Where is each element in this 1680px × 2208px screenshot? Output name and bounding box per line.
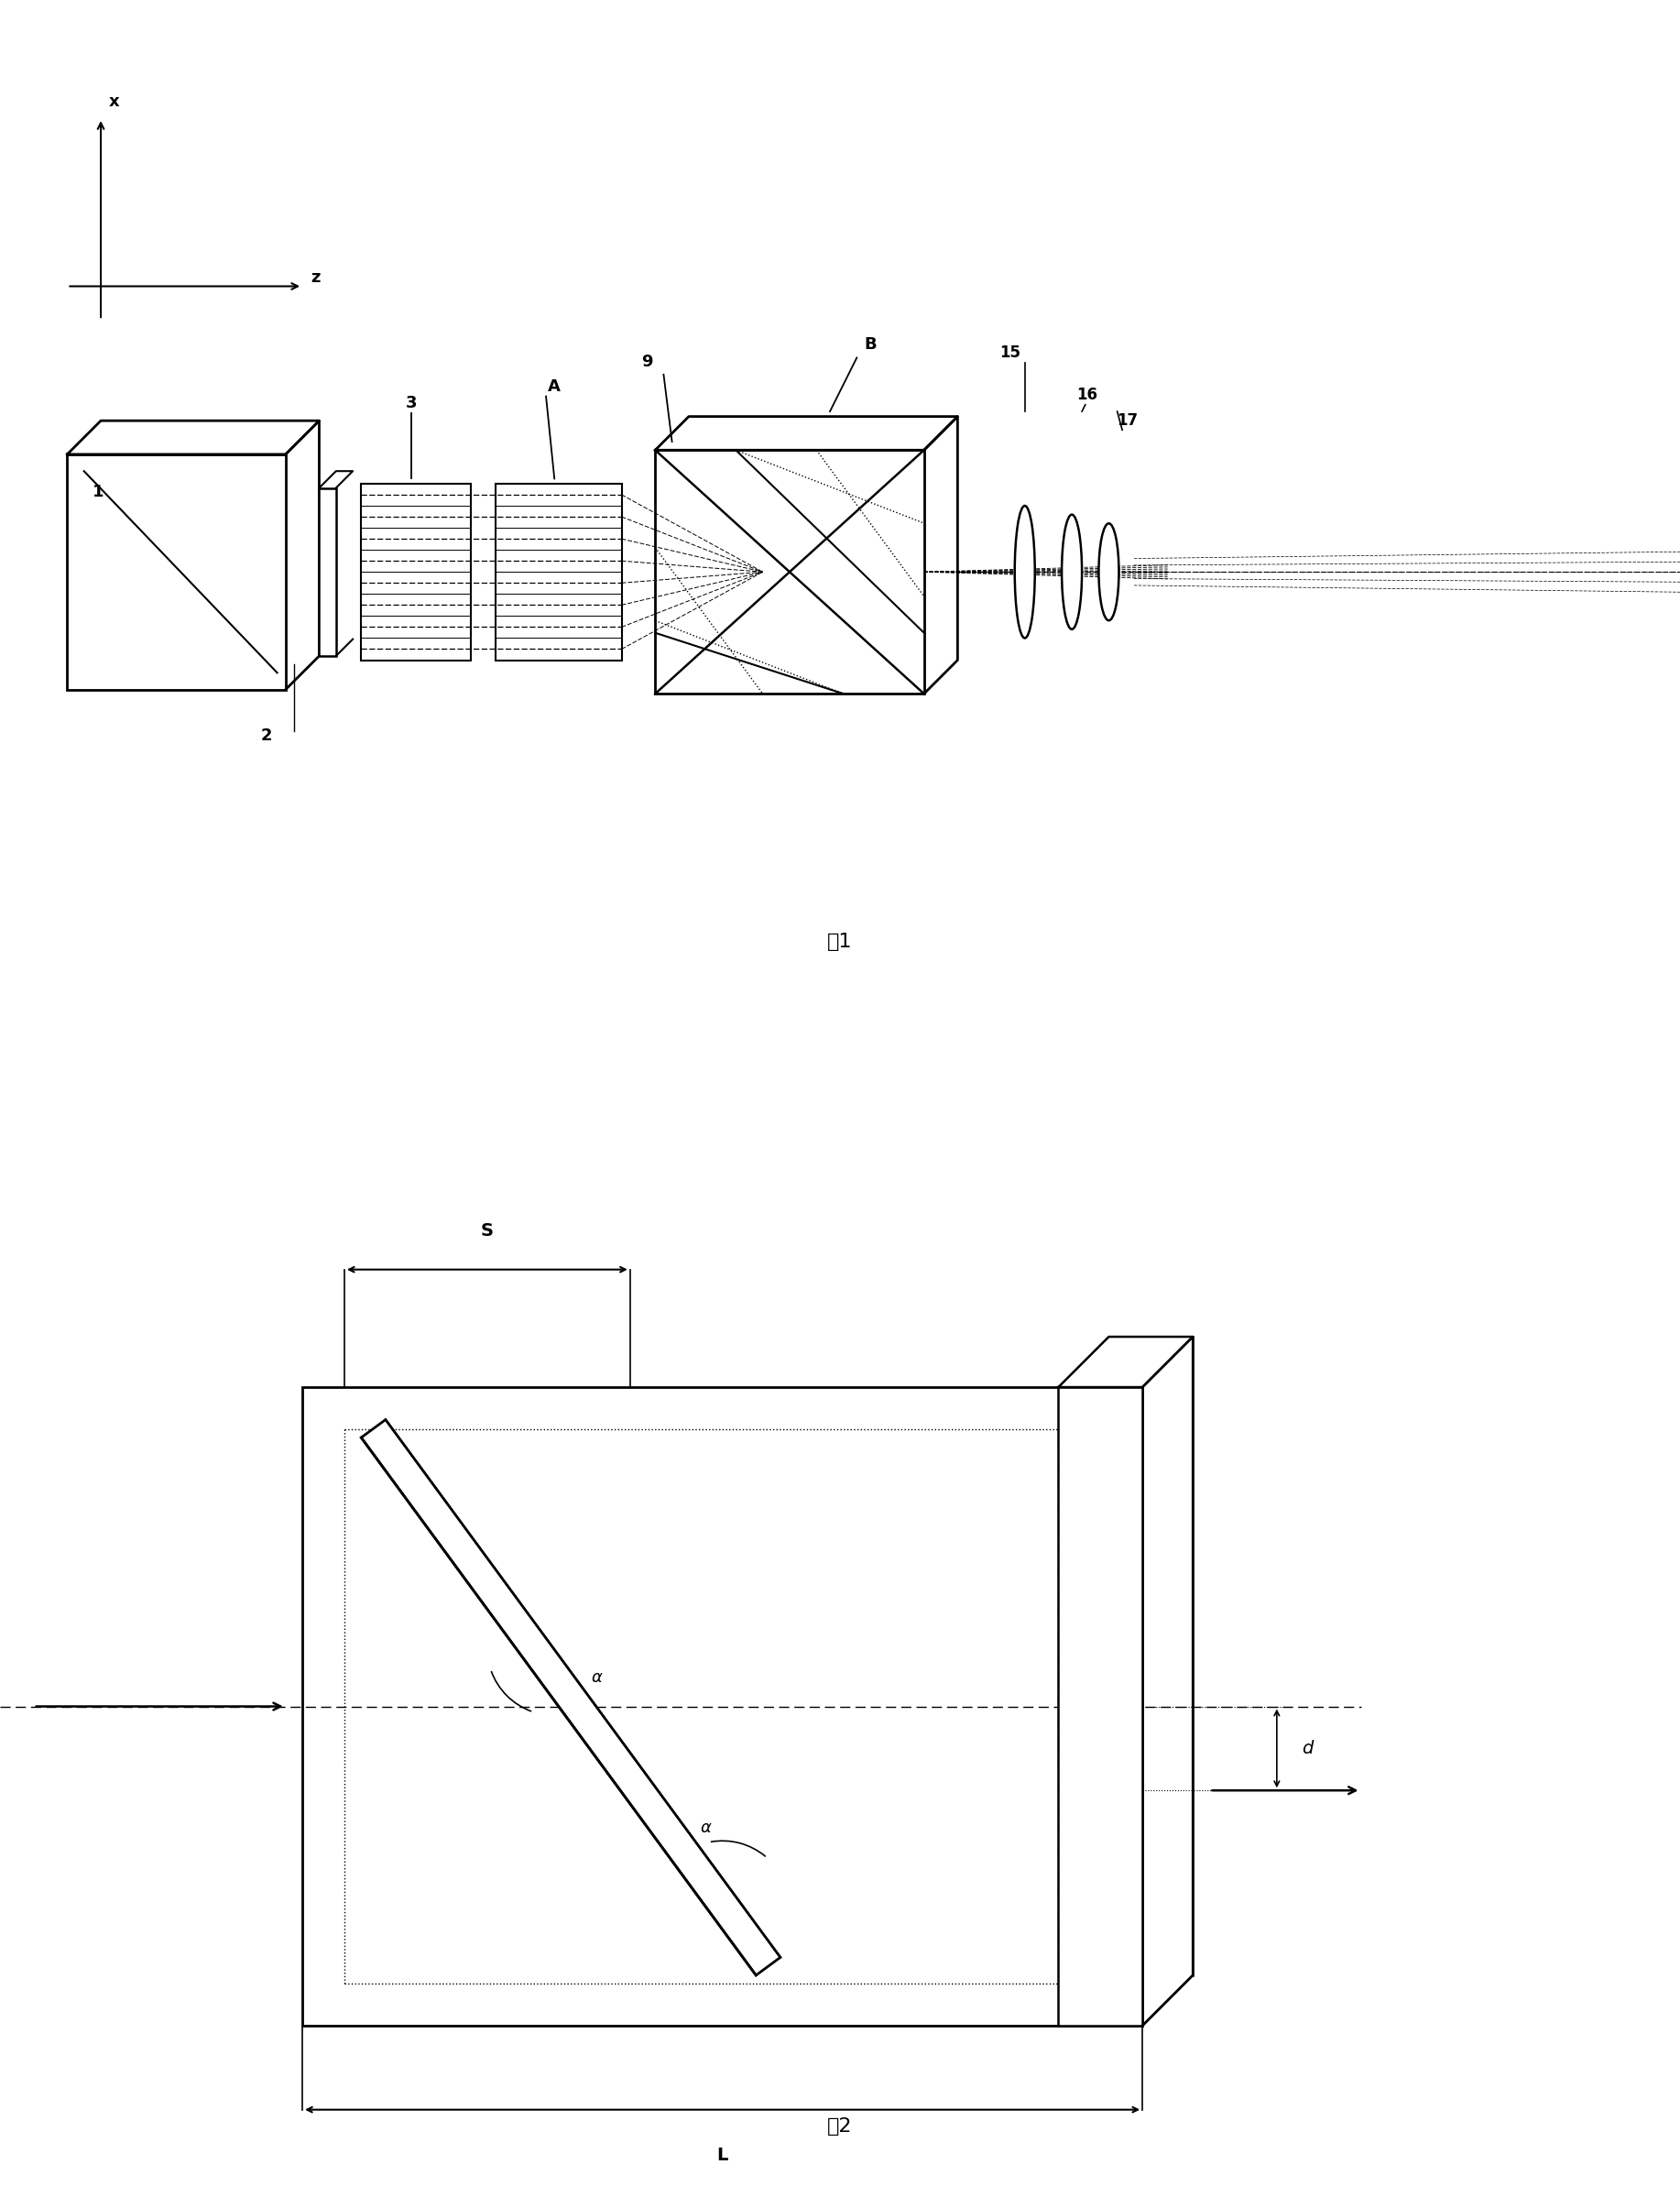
- Text: 2: 2: [260, 726, 272, 744]
- Bar: [302, 1387, 1142, 2025]
- Text: L: L: [717, 2146, 727, 2164]
- Text: B: B: [864, 336, 877, 353]
- Text: z: z: [311, 269, 321, 287]
- Text: α: α: [591, 1669, 601, 1685]
- Bar: [496, 484, 622, 660]
- Bar: [67, 455, 286, 689]
- Bar: [1058, 1387, 1142, 2025]
- Polygon shape: [361, 1420, 781, 1976]
- Text: x: x: [109, 93, 119, 110]
- Text: 15: 15: [1000, 344, 1021, 362]
- Text: 图2: 图2: [828, 2117, 852, 2135]
- Text: 图1: 图1: [828, 932, 852, 952]
- Ellipse shape: [1099, 523, 1119, 620]
- Text: 16: 16: [1077, 386, 1099, 404]
- Ellipse shape: [1015, 506, 1035, 638]
- Text: 17: 17: [1117, 413, 1139, 428]
- Ellipse shape: [1062, 514, 1082, 629]
- Text: 3: 3: [407, 395, 417, 411]
- Text: A: A: [548, 378, 561, 395]
- Text: d: d: [1302, 1740, 1314, 1758]
- Bar: [361, 484, 470, 660]
- Bar: [655, 450, 924, 693]
- Bar: [319, 488, 336, 656]
- Text: α: α: [701, 1819, 711, 1837]
- Text: S: S: [480, 1223, 494, 1239]
- Text: 9: 9: [642, 353, 652, 369]
- Text: 1: 1: [92, 484, 104, 499]
